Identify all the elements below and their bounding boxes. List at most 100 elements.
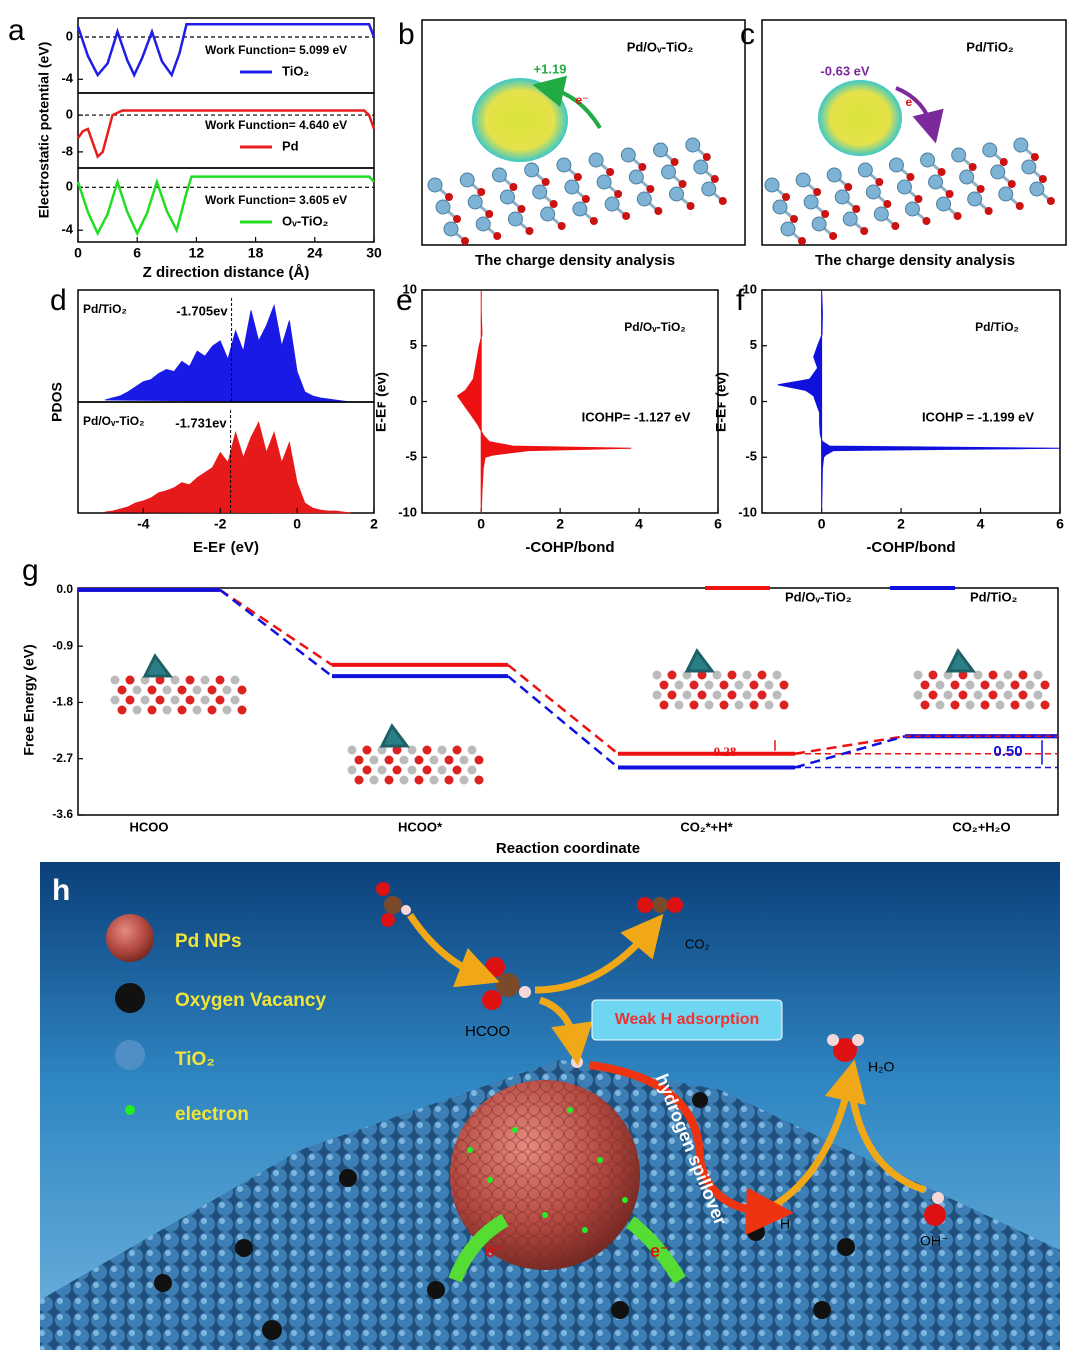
- atom: [192, 705, 202, 715]
- ti-atom: [865, 184, 881, 200]
- atom: [147, 705, 157, 715]
- atom: [719, 680, 729, 690]
- atom: [1025, 680, 1035, 690]
- atom: [170, 675, 180, 685]
- atom: [667, 670, 677, 680]
- panel-caption: The charge density analysis: [815, 252, 1015, 269]
- axis-frame: [77, 401, 375, 514]
- atom: [392, 745, 402, 755]
- ti-atom: [540, 206, 556, 222]
- o-atom: [914, 195, 923, 203]
- atom: [354, 775, 364, 785]
- y-axis-label: Free Energy (eV): [21, 644, 37, 755]
- x-tick-label: CO₂*+H*: [680, 819, 733, 834]
- legend-label: Oᵥ-TiO₂: [282, 213, 329, 228]
- x-tick-label: 2: [370, 516, 378, 532]
- o-atom: [581, 195, 590, 203]
- ti-atom: [795, 172, 811, 188]
- o-atom: [1030, 153, 1039, 161]
- o-atom: [453, 215, 461, 223]
- x-tick-label: 0: [818, 516, 826, 532]
- atom: [697, 670, 707, 680]
- atom: [399, 755, 409, 765]
- atom: [719, 700, 729, 710]
- o-atom: [1015, 202, 1024, 210]
- arrow: [532, 75, 602, 130]
- panel-title: Pd/Oᵥ-TiO₂: [624, 320, 685, 334]
- ti-atom: [826, 167, 842, 183]
- line-series: [76, 175, 375, 237]
- atom: [995, 700, 1005, 710]
- charge-label: +1.19: [534, 61, 567, 76]
- x-tick-label: 4: [635, 516, 643, 532]
- y-tick-label: -8: [61, 143, 73, 158]
- x-tick-label: 0: [74, 245, 82, 261]
- o-atom: [445, 193, 453, 201]
- atom: [110, 675, 120, 685]
- marker-label: -1.705ev: [176, 303, 228, 318]
- ti-atom: [1029, 181, 1045, 197]
- ti-atom: [636, 191, 652, 207]
- atom: [347, 765, 357, 775]
- atom: [950, 700, 960, 710]
- atom: [444, 775, 454, 785]
- y-tick-label: -5: [405, 449, 417, 464]
- arrow: [895, 86, 944, 144]
- atom: [177, 685, 187, 695]
- o-atom: [614, 190, 623, 198]
- ti-atom: [896, 179, 912, 195]
- ti-atom: [772, 199, 788, 215]
- x-tick-label: 12: [189, 245, 205, 261]
- y-tick-label: -0.9: [52, 638, 73, 652]
- ti-atom: [628, 169, 644, 185]
- y-tick-label: 0.0: [56, 582, 73, 596]
- atom: [772, 690, 782, 700]
- atom: [474, 775, 484, 785]
- atom: [682, 690, 692, 700]
- ti-atom: [990, 164, 1006, 180]
- x-axis-label: Z direction distance (Å): [143, 264, 310, 281]
- connector: [507, 663, 619, 755]
- legend-electron: [125, 1105, 135, 1115]
- panel-letter: a: [8, 14, 25, 47]
- x-tick-label: HCOO: [130, 819, 169, 834]
- atom: [384, 755, 394, 765]
- ti-atom: [507, 211, 523, 227]
- panel-caption: The charge density analysis: [475, 252, 675, 269]
- atom: [965, 680, 975, 690]
- scene-label: H: [780, 1216, 790, 1232]
- atom: [1033, 670, 1043, 680]
- atom: [399, 775, 409, 785]
- atom: [995, 680, 1005, 690]
- electron-label: e⁻: [575, 93, 588, 107]
- connector: [794, 735, 906, 769]
- atom: [467, 745, 477, 755]
- atom: [1010, 680, 1020, 690]
- o-atom: [477, 188, 486, 196]
- atom: [659, 680, 669, 690]
- atom: [377, 745, 387, 755]
- atom: [237, 685, 247, 695]
- x-tick-label: 6: [133, 245, 141, 261]
- o-atom: [937, 168, 946, 176]
- atom: [689, 680, 699, 690]
- atom: [943, 690, 953, 700]
- x-tick-label: -2: [214, 516, 227, 532]
- atom: [988, 670, 998, 680]
- o-atom: [1038, 175, 1047, 183]
- panel-h: h Pd NPs Oxygen Vacancy TiO₂ electron CO₂ HCOO…: [40, 862, 1060, 1350]
- atom: [407, 765, 417, 775]
- atom: [132, 685, 142, 695]
- atom: [1018, 670, 1028, 680]
- atom: [125, 675, 135, 685]
- atom: [207, 705, 217, 715]
- atom: [1040, 680, 1050, 690]
- x-tick-label: 18: [248, 245, 264, 261]
- ti-atom: [888, 157, 904, 173]
- atom: [200, 675, 210, 685]
- atom: [1010, 700, 1020, 710]
- y-tick-label: 10: [403, 281, 417, 296]
- ti-atom: [1021, 159, 1037, 175]
- atom: [973, 690, 983, 700]
- atom: [117, 685, 127, 695]
